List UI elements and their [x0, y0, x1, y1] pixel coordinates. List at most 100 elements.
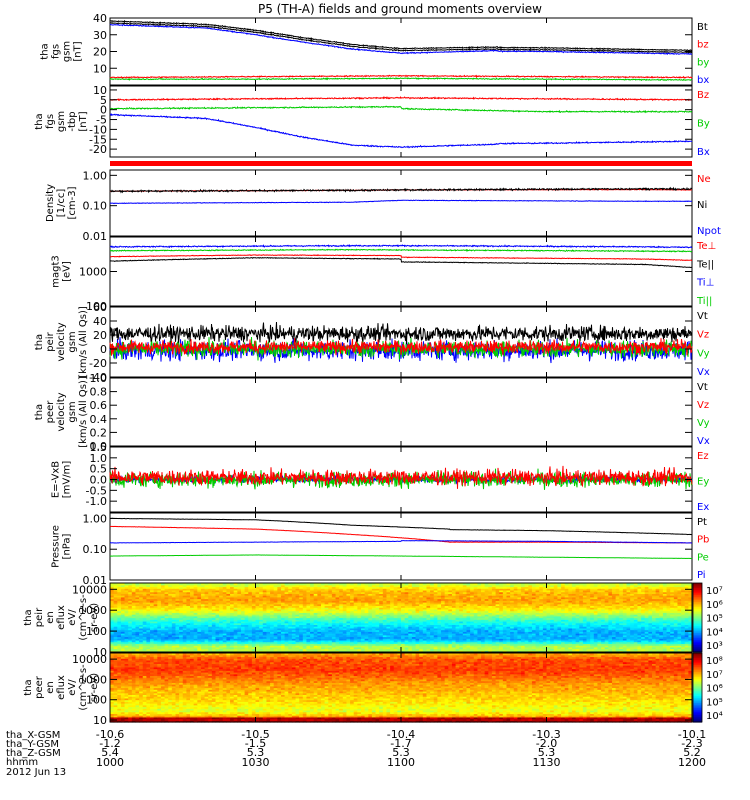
spectrogram-cell	[546, 639, 551, 643]
spectrogram-cell	[277, 614, 282, 617]
spectrogram-cell	[230, 638, 235, 641]
spectrogram-cell	[597, 627, 602, 631]
y-tick-label: -40	[89, 371, 107, 384]
spectrogram-cell	[510, 603, 515, 607]
spectrogram-cell	[226, 610, 231, 613]
spectrogram-cell	[240, 633, 246, 636]
spectrogram-cell	[586, 626, 591, 629]
spectrogram-cell	[233, 603, 238, 607]
spectrogram-cell	[226, 608, 231, 612]
spectrogram-cell	[240, 612, 246, 615]
spectrogram-cell	[553, 626, 559, 629]
spectrogram-cell	[681, 601, 686, 605]
spectrogram-cell	[684, 639, 689, 643]
spectrogram-cell	[415, 629, 420, 632]
spectrogram-cell	[120, 627, 126, 631]
spectrogram-cell	[375, 650, 380, 653]
spectrogram-cell	[328, 638, 333, 641]
spectrogram-cell	[393, 629, 398, 632]
spectrogram-cell	[459, 645, 464, 648]
spectrogram-cell	[379, 614, 384, 617]
spectrogram-cell	[451, 645, 457, 648]
spectrogram-cell	[539, 636, 544, 639]
spectrogram-cell	[197, 600, 202, 603]
spectrogram-cell	[339, 612, 344, 615]
spectrogram-cell	[357, 605, 362, 608]
spectrogram-cell	[444, 650, 449, 653]
spectrogram-cell	[142, 617, 147, 620]
spectrogram-cell	[419, 638, 424, 641]
spectrogram-cell	[368, 622, 373, 625]
spectrogram-cell	[353, 629, 358, 632]
spectrogram-cell	[382, 626, 388, 629]
spectrogram-cell	[302, 646, 308, 650]
legend-Npot: Npot	[697, 226, 721, 237]
spectrogram-cell	[266, 627, 271, 631]
spectrogram-cell	[433, 603, 438, 607]
spectrogram-cell	[542, 626, 548, 629]
spectrogram-cell	[393, 648, 398, 651]
spectrogram-cell	[662, 626, 668, 629]
spectrogram-cell	[200, 641, 206, 644]
spectrogram-cell	[422, 643, 428, 646]
spectrogram-cell	[571, 639, 577, 643]
spectrogram-cell	[524, 614, 529, 617]
spectrogram-cell	[190, 622, 195, 625]
spectrogram-cell	[339, 603, 344, 607]
spectrogram-cell	[211, 615, 217, 619]
spectrogram-cell	[382, 643, 388, 646]
spectrogram-cell	[593, 631, 599, 634]
spectrogram-cell	[237, 620, 242, 624]
spectrogram-cell	[531, 645, 537, 648]
spectrogram-cell	[190, 605, 195, 608]
spectrogram-cell	[215, 612, 220, 615]
spectrogram-cell	[455, 608, 460, 612]
spectrogram-cell	[641, 610, 646, 613]
spectrogram-cell	[277, 629, 282, 632]
spectrogram-cell	[546, 636, 551, 639]
spectrogram-cell	[244, 612, 249, 615]
spectrogram-cell	[546, 638, 551, 641]
spectrogram-cell	[397, 608, 402, 612]
spectrogram-cell	[215, 650, 220, 653]
spectrogram-cell	[571, 617, 577, 620]
spectrogram-cell	[371, 626, 377, 629]
spectrogram-cell	[648, 615, 653, 619]
spectrogram-cell	[146, 646, 151, 650]
spectrogram-cell	[251, 617, 257, 620]
spectrogram-cell	[681, 624, 686, 627]
spectrogram-cell	[401, 638, 406, 641]
spectrogram-cell	[211, 622, 217, 625]
legend-Ne: Ne	[697, 174, 711, 185]
spectrogram-cell	[422, 641, 428, 644]
spectrogram-cell	[131, 619, 137, 622]
spectrogram-cell	[379, 631, 384, 634]
spectrogram-cell	[248, 636, 253, 639]
spectrogram-cell	[215, 610, 220, 613]
spectrogram-cell	[168, 600, 173, 603]
spectrogram-cell	[619, 650, 624, 653]
spectrogram-cell	[357, 641, 362, 644]
spectrogram-cell	[233, 648, 238, 651]
spectrogram-cell	[415, 617, 420, 620]
spectrogram-cell	[586, 601, 591, 605]
spectrogram-cell	[655, 619, 660, 622]
spectrogram-cell	[597, 603, 602, 607]
spectrogram-cell	[448, 608, 453, 612]
spectrogram-cell	[248, 627, 253, 631]
spectrogram-cell	[688, 641, 693, 644]
spectrogram-cell	[222, 620, 227, 624]
spectrogram-cell	[619, 624, 624, 627]
spectrogram-cell	[364, 608, 369, 612]
spectrogram-cell	[197, 617, 202, 620]
spectrogram-cell	[142, 600, 147, 603]
spectrogram-cell	[353, 636, 358, 639]
spectrogram-cell	[422, 624, 428, 627]
y-tick-label: 0.01	[83, 574, 108, 587]
spectrogram-cell	[590, 626, 595, 629]
spectrogram-cell	[259, 608, 264, 612]
spectrogram-cell	[382, 617, 388, 620]
spectrogram-cell	[451, 601, 457, 605]
spectrogram-cell	[510, 610, 515, 613]
